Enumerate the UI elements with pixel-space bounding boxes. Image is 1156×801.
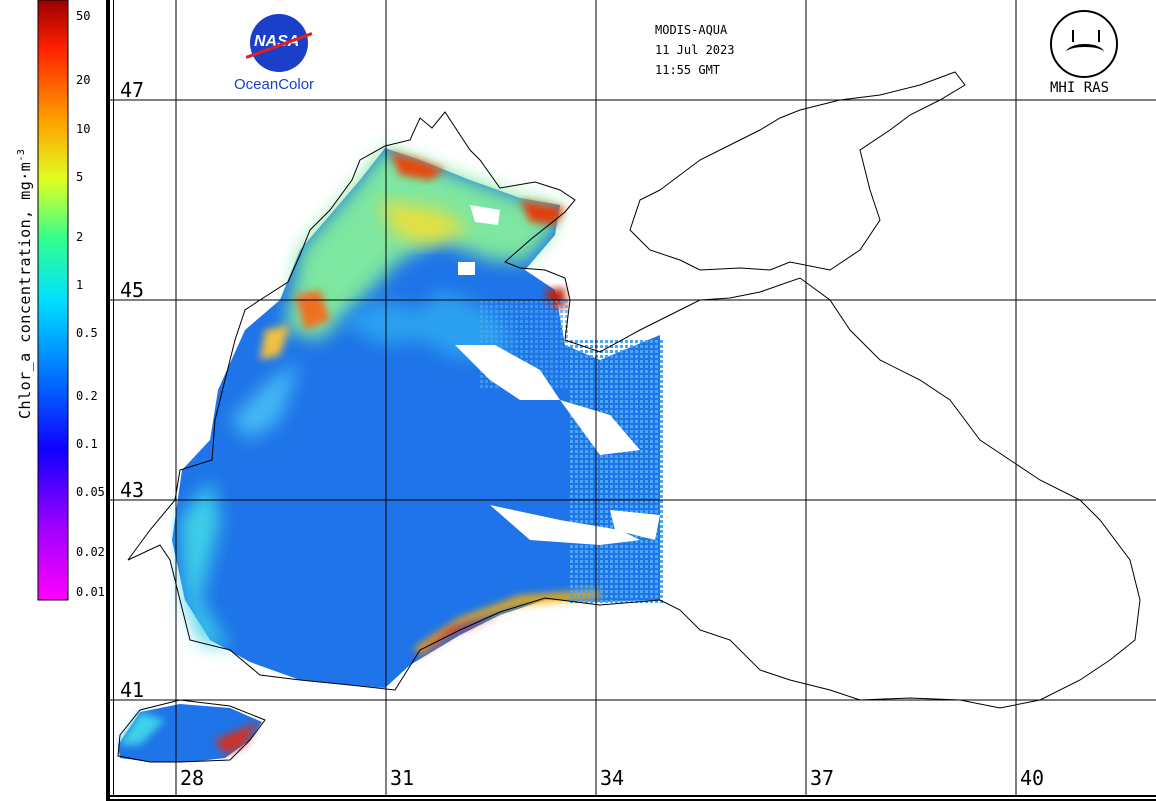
cb-tick: 0.5: [76, 326, 98, 340]
graticule: [106, 0, 1156, 795]
lat-label-45: 45: [120, 278, 145, 302]
cb-tick: 2: [76, 230, 84, 244]
lon-label-40: 40: [1020, 766, 1045, 790]
lon-label-31: 31: [390, 766, 415, 790]
colorbar-title-exponent: -3: [16, 148, 27, 162]
nasa-logo: NASA: [245, 14, 313, 72]
lat-label-43: 43: [120, 478, 145, 502]
colorbar: [37, 0, 69, 601]
cb-tick: 0.1: [76, 437, 98, 451]
colorbar-title-text: Chlor_a concentration, mg·m: [16, 161, 34, 419]
lon-label-28: 28: [180, 766, 205, 790]
lon-label-34: 34: [600, 766, 625, 790]
nasa-logo-text: NASA: [254, 33, 300, 50]
cb-tick: 50: [76, 9, 91, 23]
cb-tick: 10: [76, 122, 91, 136]
cb-tick: 0.02: [76, 545, 105, 559]
time-label: 11:55 GMT: [655, 63, 721, 77]
sensor-label: MODIS-AQUA: [655, 23, 728, 37]
cb-tick: 0.05: [76, 485, 105, 499]
lon-label-37: 37: [810, 766, 835, 790]
cb-tick: 20: [76, 73, 91, 87]
lat-label-47: 47: [120, 78, 145, 102]
cb-tick: 5: [76, 170, 84, 184]
cb-tick: 0.01: [76, 585, 105, 599]
oceancolor-label: OceanColor: [234, 76, 315, 93]
date-label: 11 Jul 2023: [655, 43, 735, 57]
cb-tick: 1: [76, 278, 84, 292]
cb-tick: 0.2: [76, 389, 98, 403]
mhi-logo: [1050, 10, 1118, 78]
mhi-label: MHI RAS: [1050, 80, 1110, 96]
lat-label-41: 41: [120, 678, 145, 702]
chlorophyll-field: [118, 148, 665, 762]
colorbar-title: Chlor_a concentration, mg·m-3: [16, 149, 34, 419]
frame-scale: [106, 0, 1156, 801]
